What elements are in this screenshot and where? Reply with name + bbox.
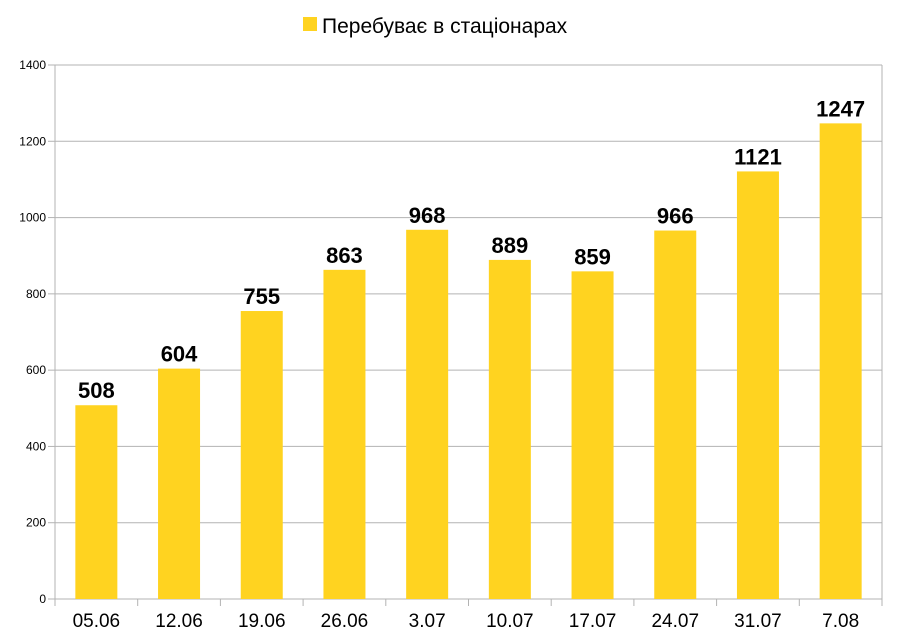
data-label: 508 (78, 378, 115, 403)
y-tick-label: 200 (26, 516, 46, 530)
x-tick-label: 10.07 (486, 611, 534, 632)
data-label: 1121 (734, 144, 782, 169)
x-tick-label: 26.06 (321, 611, 369, 632)
bar (571, 271, 614, 599)
x-tick-label: 17.07 (569, 611, 617, 632)
y-tick-label: 1000 (19, 211, 46, 225)
x-tick-label: 3.07 (409, 611, 446, 632)
data-label: 755 (243, 284, 280, 309)
y-tick-label: 400 (26, 439, 46, 453)
bar (158, 368, 201, 599)
data-label: 604 (161, 342, 198, 367)
bar (819, 123, 862, 599)
x-tick-label: 31.07 (734, 611, 782, 632)
x-tick-label: 19.06 (238, 611, 286, 632)
bars (75, 123, 862, 600)
bar (323, 269, 366, 599)
data-label: 1247 (816, 96, 865, 121)
x-tick-label: 12.06 (155, 611, 203, 632)
data-labels: 508 604 755 863 968 889 859 966 1121 1247 (78, 96, 865, 403)
legend: Перебуває в стаціонарах (303, 15, 568, 38)
data-label: 889 (491, 233, 528, 258)
x-tick-label: 7.08 (822, 611, 859, 632)
bar (654, 230, 697, 600)
bar (406, 229, 449, 599)
y-tick-label: 600 (26, 363, 46, 377)
bar (488, 259, 531, 599)
bar (736, 171, 779, 599)
x-tick-label: 24.07 (651, 611, 699, 632)
data-label: 859 (574, 244, 611, 269)
data-label: 966 (657, 204, 694, 229)
bar (75, 405, 118, 599)
y-tick-label: 0 (39, 592, 46, 606)
data-label: 968 (409, 203, 446, 228)
y-tick-label: 800 (26, 287, 46, 301)
x-tick-label: 05.06 (73, 611, 121, 632)
bar (240, 311, 283, 599)
legend-label: Перебуває в стаціонарах (322, 15, 568, 38)
y-axis: 0 200 400 600 800 1000 1200 1400 (19, 58, 56, 606)
data-label: 863 (326, 243, 363, 268)
x-axis: 05.06 12.06 19.06 26.06 3.07 10.07 17.07 24.07 3… (54, 599, 883, 632)
y-tick-label: 1200 (19, 134, 46, 148)
legend-swatch (303, 17, 317, 31)
y-tick-label: 1400 (19, 58, 46, 72)
